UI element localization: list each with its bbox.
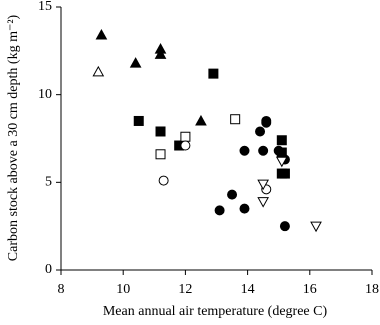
- point: [208, 68, 219, 79]
- x-tick-label: 10: [116, 282, 130, 297]
- point: [214, 205, 225, 216]
- x-axis-label: Mean annual air temperature (degree C): [103, 304, 328, 319]
- point: [95, 29, 108, 40]
- point: [310, 221, 322, 233]
- x-tick-label: 14: [241, 282, 255, 297]
- point: [92, 65, 105, 77]
- point: [154, 48, 167, 59]
- point: [155, 126, 166, 137]
- point: [275, 156, 288, 168]
- point: [129, 57, 142, 68]
- point: [257, 179, 269, 191]
- y-axis-label: Carbon stock above a 30 cm depth (kg m⁻²…: [6, 14, 21, 261]
- x-tick-label: 12: [178, 282, 192, 297]
- point: [195, 114, 207, 126]
- point: [276, 135, 287, 146]
- x-tick-label: 16: [303, 282, 317, 297]
- point: [239, 203, 250, 214]
- y-tick-label: 0: [45, 262, 52, 277]
- point: [133, 115, 144, 126]
- point: [261, 115, 272, 126]
- point: [279, 221, 290, 232]
- point: [255, 126, 266, 137]
- point: [257, 197, 269, 208]
- point: [258, 145, 269, 156]
- point: [230, 114, 241, 125]
- point: [158, 175, 169, 186]
- point: [279, 168, 290, 179]
- point: [180, 131, 191, 142]
- point: [239, 145, 250, 156]
- x-tick-label: 18: [365, 282, 379, 297]
- x-tick-label: 8: [58, 282, 65, 297]
- y-tick-label: 5: [45, 175, 52, 190]
- point: [155, 149, 166, 160]
- y-tick-label: 10: [38, 87, 52, 102]
- point: [180, 140, 191, 151]
- y-tick-label: 15: [38, 0, 52, 14]
- point: [227, 189, 238, 200]
